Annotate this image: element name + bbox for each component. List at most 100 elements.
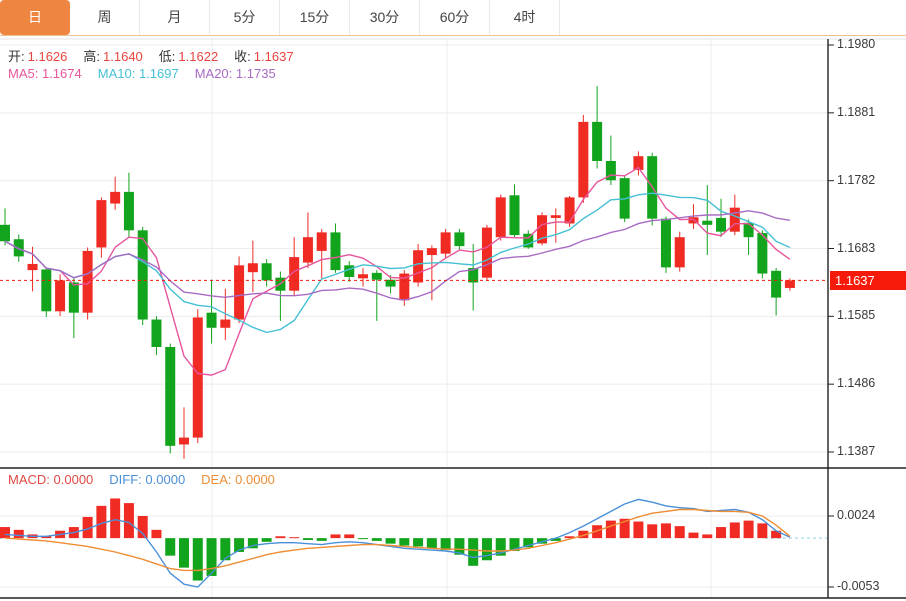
candle [413,244,424,287]
diff-line [4,498,791,588]
price-tick-label: 1.1782 [837,172,876,187]
macd-bar [234,538,245,552]
open-label: 开: [8,49,25,64]
macd-bar [619,518,630,539]
macd-bar [344,534,355,539]
macd-bar [564,536,575,539]
close-label: 收: [234,49,251,64]
candle [605,135,616,186]
candle [41,267,52,317]
candle [247,240,258,293]
macd-bar [523,538,534,548]
high-value: 1.1640 [103,49,143,64]
tab-60分[interactable]: 60分 [420,0,490,35]
candle [771,268,782,316]
macd-bar [0,527,10,539]
macd-bar [275,536,286,539]
candle [234,256,245,323]
tab-月[interactable]: 月 [140,0,210,35]
macd-bar [220,538,231,561]
candle [716,198,727,238]
candle [537,212,548,246]
ma5-line [4,166,791,376]
current-price-tag: 1.1637 [830,271,906,290]
ohlc-legend: 开: 1.1626 高: 1.1640 低: 1.1622 收: 1.1637 [8,46,310,65]
macd-bar [592,525,603,539]
macd-bar [247,538,258,549]
axis-borders [0,38,906,599]
tab-15分[interactable]: 15分 [280,0,350,35]
candle [192,309,203,444]
macd-bar [302,538,313,540]
macd-value-legend: MACD: 0.0000 [8,472,94,487]
candle [358,268,369,287]
tab-30分[interactable]: 30分 [350,0,420,35]
candle [179,407,190,459]
macd-bar [729,522,740,539]
macd-bar [289,537,300,539]
tab-周[interactable]: 周 [70,0,140,35]
macd-bar [440,538,451,551]
macd-bar [481,538,492,561]
candle [550,208,561,243]
candle [468,244,479,311]
close-value: 1.1637 [253,49,294,64]
candle [729,194,740,236]
candle [123,172,134,238]
tab-4时[interactable]: 4时 [490,0,560,35]
macd-bar [454,538,465,555]
price-tick-label: 1.1486 [837,376,876,391]
macd-bar [495,538,506,556]
candles [0,86,795,459]
macd-bar [771,530,782,539]
tab-5分[interactable]: 5分 [210,0,280,35]
macd-bar [399,538,410,546]
candle [523,230,534,249]
macd-bar [426,538,437,549]
macd-bar [633,521,644,539]
macd-bar [358,538,369,540]
macd-bar [716,527,727,539]
tab-日[interactable]: 日 [0,0,70,35]
price-tick-label: 1.1387 [837,444,876,458]
macd-bar [96,505,107,539]
macd-bar [605,520,616,539]
macd-bar [688,532,699,539]
ma20-line [4,210,791,301]
price-tick-label: 1.1585 [837,308,876,323]
candle [647,152,658,226]
macd-bar [413,538,424,547]
price-tick-label: 1.1683 [837,240,876,255]
macd-bar [151,529,162,539]
candle [302,212,313,269]
macd-bar [41,536,52,539]
price-tick-label: 1.1980 [837,37,876,51]
macd-legend: MACD: 0.0000 DIFF: 0.0000 DEA: 0.0000 [8,472,291,487]
candle [481,224,492,282]
candle [702,185,713,256]
candle [454,228,465,251]
macd-bar [578,530,589,539]
candle [110,176,121,210]
candle [261,259,272,287]
candle [440,228,451,258]
macd-bar [660,523,671,539]
candle [633,151,644,176]
macd-bar [647,524,658,539]
candle [289,237,300,296]
macd-bar [206,538,217,576]
macd-bar [110,498,121,539]
dea-line [4,508,791,572]
gridlines [0,39,828,598]
candle [784,278,795,291]
candle [330,223,341,273]
ma-legend: MA5: 1.1674 MA10: 1.1697 MA20: 1.1735 [8,66,292,81]
macd-tick-label: -0.0053 [837,579,880,593]
candle [757,230,768,279]
macd-bar [537,538,548,544]
ma5-legend: MA5: 1.1674 [8,66,82,81]
candle [495,194,506,241]
candle [151,316,162,356]
